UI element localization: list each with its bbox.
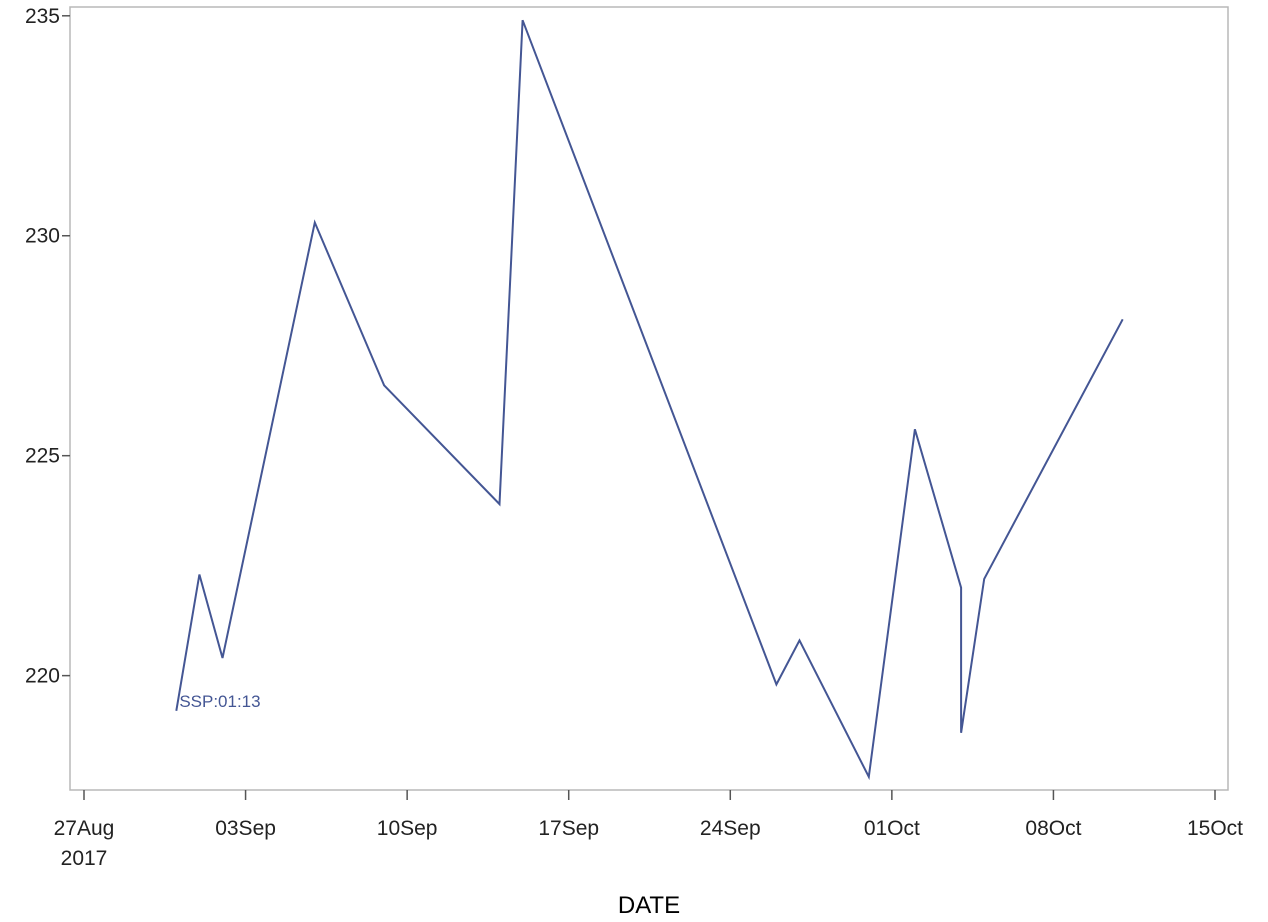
x-tick-label: 01Oct — [864, 817, 920, 840]
x-axis: 27Aug 2017 03Sep 10Sep 17Sep 24Sep 01Oct 08Oct 1… — [54, 790, 1243, 870]
x-tick-sublabel: 2017 — [61, 847, 108, 870]
series-layer: SSP:01:13 — [175, 19, 1124, 781]
y-tick-label: 225 — [25, 445, 60, 468]
x-tick-label: 08Oct — [1025, 817, 1081, 840]
series-label: SSP:01:13 — [179, 692, 260, 711]
plot-frame — [69, 6, 1229, 791]
y-axis: 220 225 230 235 — [25, 5, 70, 688]
x-tick-label: 10Sep — [377, 817, 438, 840]
y-tick-label: 230 — [25, 225, 60, 248]
y-tick-label: 220 — [25, 665, 60, 688]
x-tick-label: 17Sep — [538, 817, 599, 840]
x-tick-label: 27Aug — [54, 817, 115, 840]
x-tick-label: 15Oct — [1187, 817, 1243, 840]
series-line — [175, 19, 1124, 781]
x-tick-label: 24Sep — [700, 817, 761, 840]
x-tick-label: 03Sep — [215, 817, 276, 840]
x-axis-title: DATE — [618, 892, 680, 919]
y-tick-label: 235 — [25, 5, 60, 28]
